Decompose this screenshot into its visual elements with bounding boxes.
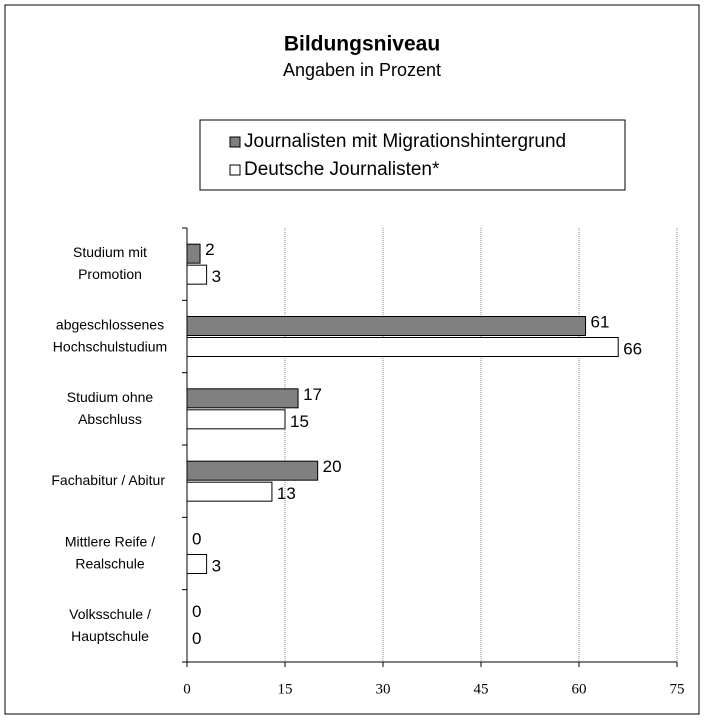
x-tick-label: 60 — [572, 681, 587, 697]
y-tick-label: Studium ohne Abschluss — [67, 389, 154, 427]
x-tick-label: 75 — [670, 681, 685, 697]
value-label: 2 — [205, 240, 214, 259]
value-label: 17 — [303, 385, 322, 404]
legend-marker — [229, 136, 241, 148]
x-tick-label: 30 — [376, 681, 391, 697]
chart-subtitle: Angaben in Prozent — [283, 60, 441, 80]
value-label: 66 — [623, 339, 642, 358]
bar — [186, 460, 319, 481]
x-tick-label: 45 — [474, 681, 489, 697]
value-label: 3 — [212, 556, 221, 575]
bar — [186, 554, 208, 574]
chart-title: Bildungsniveau — [284, 33, 440, 56]
value-label: 13 — [277, 484, 296, 503]
legend-label: Journalisten mit Migrationshintergrund — [244, 131, 566, 152]
bar — [186, 388, 299, 409]
value-label: 0 — [192, 529, 201, 548]
bar — [186, 243, 201, 264]
legend-label: Deutsche Journalisten* — [244, 159, 440, 180]
value-label: 3 — [212, 267, 221, 286]
bar — [186, 264, 208, 285]
bar — [186, 409, 286, 430]
value-label: 15 — [290, 412, 309, 431]
y-tick-label: Mittlere Reife / Realschule — [65, 533, 155, 571]
legend-box — [199, 119, 626, 191]
bar — [186, 316, 587, 336]
y-tick-label: Fachabitur / Abitur — [51, 472, 165, 488]
y-tick-label: abgeschlossenes Hochschulstudium — [53, 316, 167, 354]
y-tick-label: Volksschule / Hauptschule — [69, 606, 151, 644]
value-label: 0 — [192, 602, 201, 621]
bar — [186, 337, 619, 357]
bar — [186, 481, 273, 502]
value-label: 0 — [192, 629, 201, 648]
x-tick-label: 15 — [278, 681, 293, 697]
value-label: 20 — [323, 457, 342, 476]
value-label: 61 — [591, 312, 610, 331]
y-tick-label: Studium mit Promotion — [73, 244, 147, 282]
legend-marker — [229, 164, 241, 176]
x-tick-label: 0 — [183, 681, 191, 697]
